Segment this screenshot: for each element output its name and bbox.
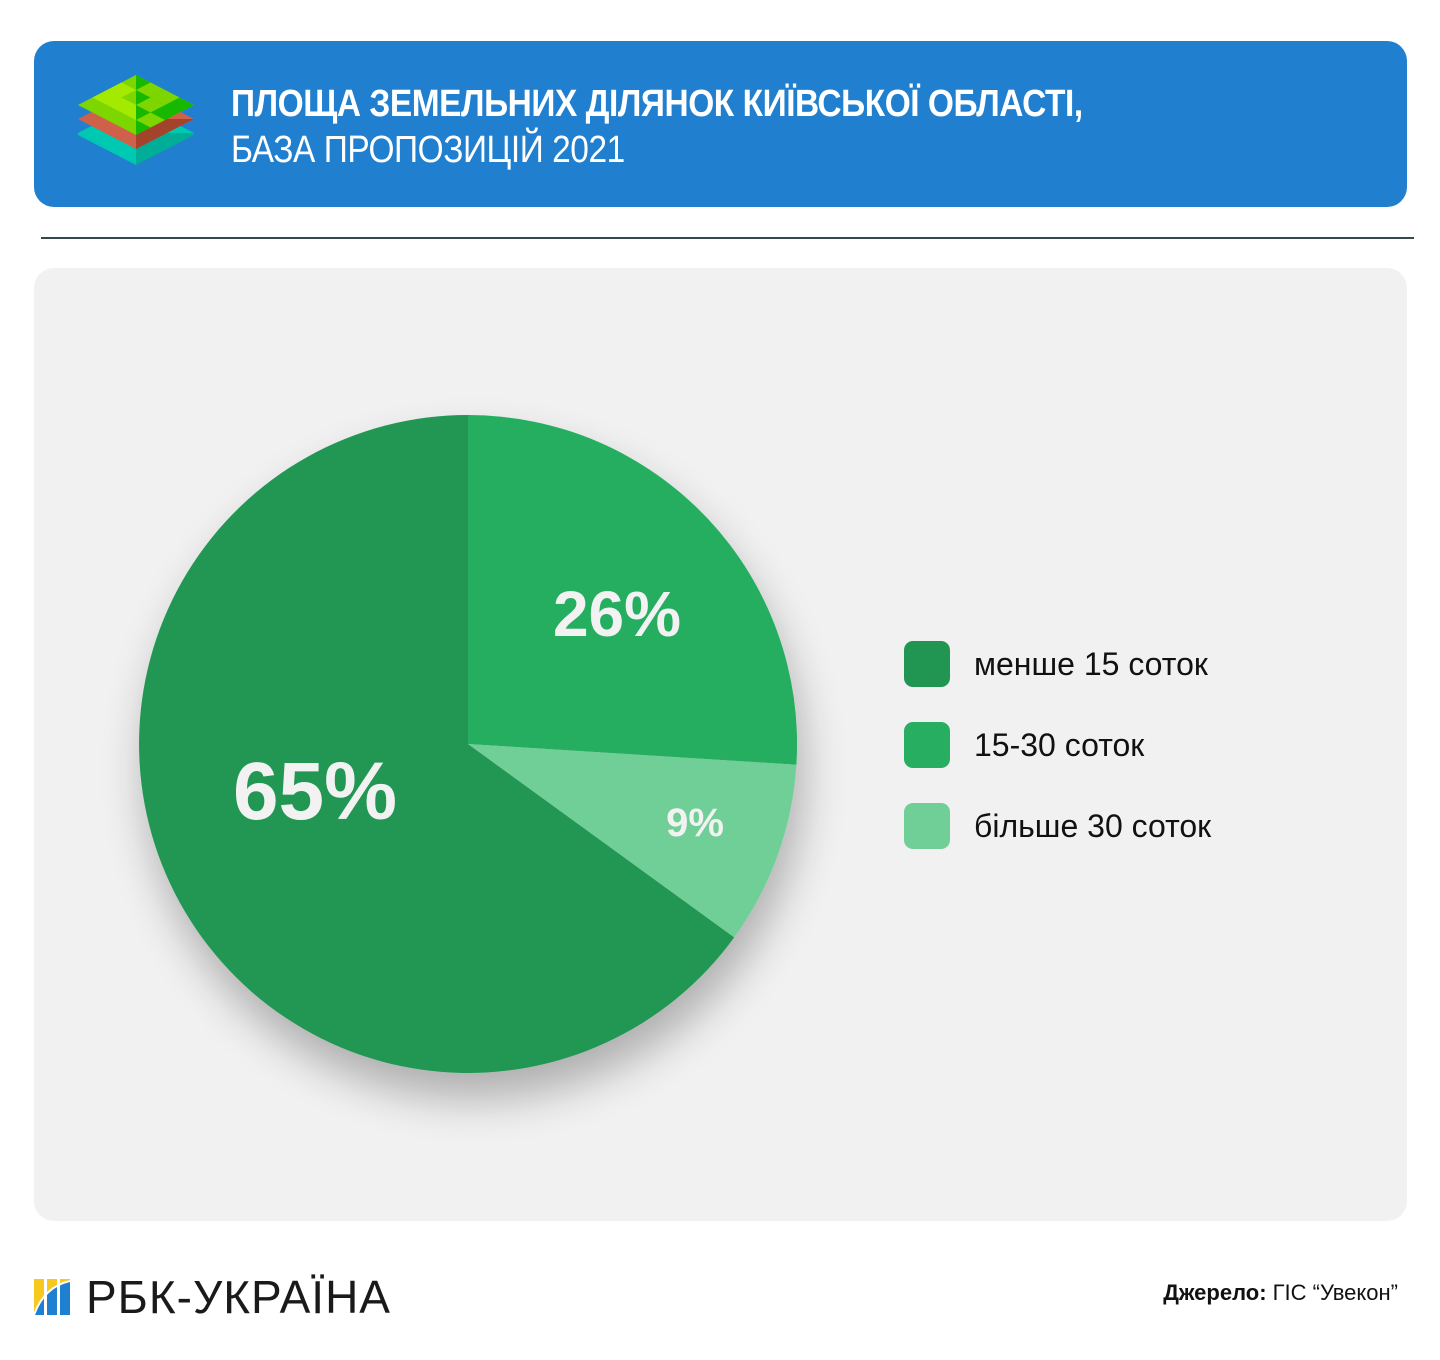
legend-label: менше 15 соток: [974, 645, 1208, 682]
divider: [41, 237, 1414, 239]
brand-name: РБК-УКРАЇНА: [86, 1271, 391, 1323]
source-value: ГІС “Увекон”: [1266, 1280, 1398, 1305]
pie-slice-less-15[interactable]: [139, 415, 735, 1074]
legend-swatch: [904, 803, 950, 849]
legend-swatch: [904, 722, 950, 768]
chart-legend: менше 15 соток 15-30 соток більше 30 сот…: [904, 641, 1211, 884]
header-banner: ПЛОЩА ЗЕМЕЛЬНИХ ДІЛЯНОК КИЇВСЬКОЇ ОБЛАСТ…: [34, 41, 1407, 207]
legend-swatch: [904, 641, 950, 687]
title-line-2: БАЗА ПРОПОЗИЦІЙ 2021: [231, 129, 625, 171]
pie-slice-15-30[interactable]: [468, 415, 798, 765]
source-label: Джерело:: [1163, 1280, 1267, 1305]
rbc-logo-icon: [34, 1279, 70, 1315]
source-credit: Джерело: ГІС “Увекон”: [1163, 1280, 1398, 1306]
legend-label: більше 30 соток: [974, 807, 1212, 844]
legend-item-15-30[interactable]: 15-30 соток: [904, 722, 1211, 768]
legend-item-more-30[interactable]: більше 30 соток: [904, 803, 1211, 849]
page-title: ПЛОЩА ЗЕМЕЛЬНИХ ДІЛЯНОК КИЇВСЬКОЇ ОБЛАСТ…: [231, 81, 1199, 173]
brand-logo[interactable]: РБК-УКРАЇНА: [34, 1271, 391, 1323]
title-line-1: ПЛОЩА ЗЕМЕЛЬНИХ ДІЛЯНОК КИЇВСЬКОЇ ОБЛАСТ…: [231, 83, 1083, 125]
legend-item-less-15[interactable]: менше 15 соток: [904, 641, 1211, 687]
land-layers-icon: [78, 75, 194, 165]
legend-label: 15-30 соток: [974, 726, 1145, 763]
pie-slice-more-30[interactable]: [468, 744, 797, 938]
